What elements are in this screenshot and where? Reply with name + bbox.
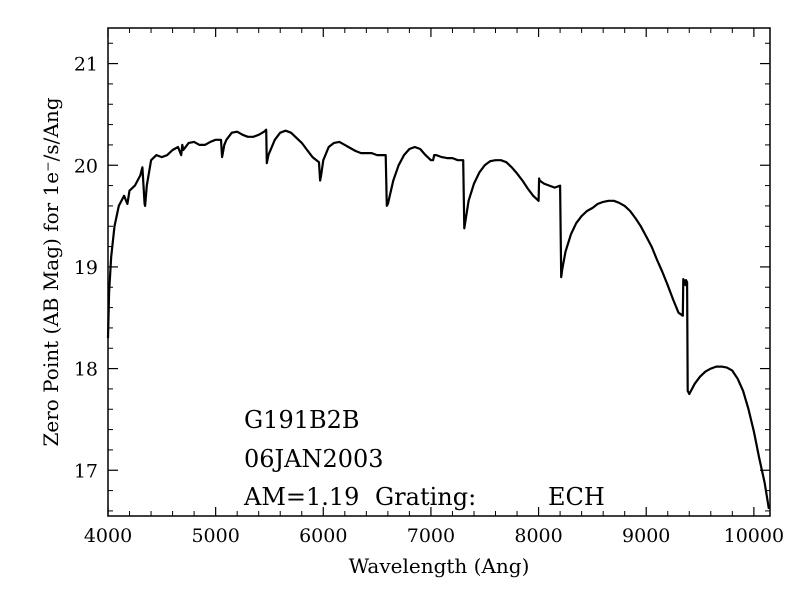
- y-axis-title: Zero Point (AB Mag) for 1e⁻/s/Ang: [39, 97, 63, 446]
- x-tick-label: 9000: [622, 525, 670, 547]
- x-tick-label: 7000: [407, 525, 455, 547]
- x-axis: 4000 5000 6000 7000 8000 9000 10000: [84, 28, 784, 547]
- annotation-grating-value: ECH: [548, 483, 605, 511]
- annotation-grating-label: Grating:: [375, 483, 476, 511]
- y-axis: 17 18 19 20 21: [74, 42, 770, 512]
- x-tick-label: 6000: [299, 525, 347, 547]
- y-tick-label: 19: [74, 257, 98, 279]
- x-tick-label: 8000: [514, 525, 562, 547]
- y-tick-label: 17: [74, 460, 98, 482]
- zero-point-curve: [106, 128, 770, 510]
- y-tick-label: 18: [74, 359, 98, 381]
- annotation-date: 06JAN2003: [244, 445, 384, 473]
- y-tick-label: 21: [74, 54, 98, 76]
- plot-frame: [107, 27, 771, 517]
- x-tick-label: 10000: [724, 525, 784, 547]
- x-axis-title: Wavelength (Ang): [349, 554, 530, 578]
- x-tick-label: 5000: [191, 525, 239, 547]
- y-tick-label: 20: [74, 155, 98, 177]
- annotation-airmass: AM=1.19: [243, 483, 359, 511]
- annotation-target: G191B2B: [244, 406, 360, 434]
- x-tick-label: 4000: [84, 525, 132, 547]
